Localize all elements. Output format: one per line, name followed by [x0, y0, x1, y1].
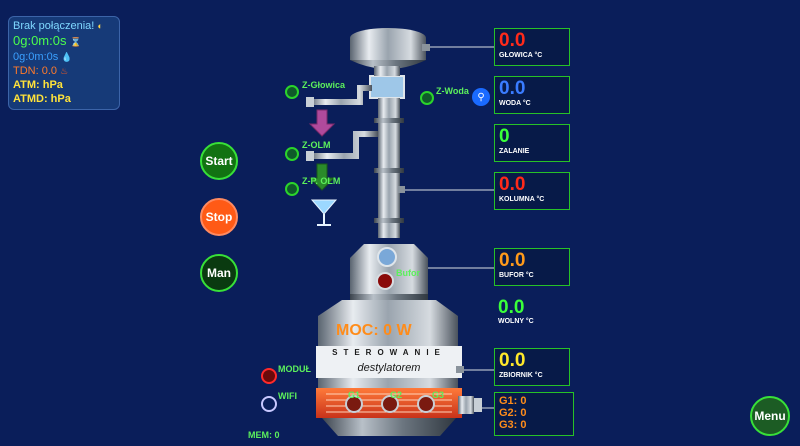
- valve-label-bufor: Bufor: [396, 268, 420, 278]
- module-status-indicator: [261, 368, 277, 384]
- heater-g1: G1: 0: [499, 395, 527, 407]
- outlet-pipes: [310, 85, 378, 159]
- zbiornik-value: 0.0: [499, 350, 526, 371]
- heater-label-g2: G2: [390, 390, 403, 400]
- brand-bottom: destylatorem: [357, 362, 421, 374]
- wifi-label: WIFI: [278, 391, 297, 401]
- hourglass-icon: ⌛: [70, 37, 82, 47]
- valve-bufor[interactable]: [376, 272, 394, 290]
- heater-g3: G3: 0: [499, 419, 527, 431]
- zbiornik-label: ZBIORNIK °C: [499, 372, 543, 379]
- water-tap-icon: ⚲: [472, 88, 490, 106]
- kolumna-label: KOLUMNA °C: [499, 196, 545, 203]
- start-button[interactable]: Start: [200, 142, 238, 180]
- woda-value: 0.0: [499, 78, 526, 99]
- still-buffer: [350, 244, 428, 300]
- reading-zbiornik: 0.0 ZBIORNIK °C: [494, 348, 570, 386]
- glowica-label: GŁOWICA °C: [499, 52, 543, 59]
- valve-woda[interactable]: [420, 91, 434, 105]
- flow-arrows: [308, 109, 336, 191]
- menu-button[interactable]: Menu: [750, 396, 790, 436]
- reading-woda: 0.0 WODA °C: [494, 76, 570, 114]
- atmd-reading: ATMD: hPa: [13, 93, 71, 105]
- wolny-label: WOLNY °C: [498, 318, 534, 325]
- reading-zalanie: 0 ZALANIE: [494, 124, 570, 162]
- still-boiler: [316, 300, 482, 436]
- valve-label-glowica: Z-Głowica: [302, 80, 346, 90]
- bufor-value: 0.0: [499, 250, 526, 271]
- woda-label: WODA °C: [499, 100, 531, 107]
- heater-label-g3: G3: [432, 390, 445, 400]
- reading-wolny: 0.0 WOLNY °C: [498, 297, 534, 326]
- still-column: [374, 98, 405, 238]
- valve-label-olm: Z-OLM: [302, 140, 331, 150]
- process-time: 0g:0m:0s ⌛: [13, 33, 82, 48]
- valve-glowica[interactable]: [285, 85, 299, 99]
- valve-polm[interactable]: [285, 182, 299, 196]
- power-readout: MOC: 0 W: [336, 322, 412, 339]
- tdn-reading: TDN: 0.0 ♨: [13, 65, 69, 77]
- bufor-label: BUFOR °C: [499, 272, 534, 279]
- wolny-value: 0.0: [498, 297, 525, 318]
- secondary-time: 0g:0m:0s 💧: [13, 51, 73, 63]
- glowica-value: 0.0: [499, 30, 526, 51]
- heater-g2: G2: 0: [499, 407, 527, 419]
- stop-button[interactable]: Stop: [200, 198, 238, 236]
- status-panel: Brak połączenia! ◐ 0g:0m:0s ⌛ 0g:0m:0s 💧…: [8, 16, 120, 110]
- reading-bufor: 0.0 BUFOR °C: [494, 248, 570, 286]
- atm-reading: ATM: hPa: [13, 79, 63, 91]
- drop-icon: 💧: [61, 52, 73, 62]
- valve-olm[interactable]: [285, 147, 299, 161]
- module-label: MODUŁ: [278, 364, 311, 374]
- valve-label-polm: Z-P. OLM: [302, 176, 341, 186]
- zalanie-label: ZALANIE: [499, 148, 530, 155]
- moon-icon: ◐: [97, 21, 103, 31]
- zalanie-value: 0: [499, 126, 510, 147]
- valve-label-woda: Z-Woda: [436, 86, 469, 96]
- flame-icon: ♨: [60, 66, 69, 76]
- manual-button[interactable]: Man: [200, 254, 238, 292]
- kolumna-value: 0.0: [499, 174, 526, 195]
- connection-status: Brak połączenia! ◐: [13, 20, 103, 32]
- cocktail-glass-icon: [310, 199, 338, 226]
- heater-label-g1: G1: [348, 390, 361, 400]
- memory-readout: MEM: 0: [248, 430, 280, 440]
- reading-glowica: 0.0 GŁOWICA °C: [494, 28, 570, 66]
- brand-top: STEROWANIE: [332, 348, 446, 357]
- wifi-status-indicator: [261, 396, 277, 412]
- reading-kolumna: 0.0 KOLUMNA °C: [494, 172, 570, 210]
- heater-outputs: G1: 0 G2: 0 G3: 0: [494, 392, 574, 436]
